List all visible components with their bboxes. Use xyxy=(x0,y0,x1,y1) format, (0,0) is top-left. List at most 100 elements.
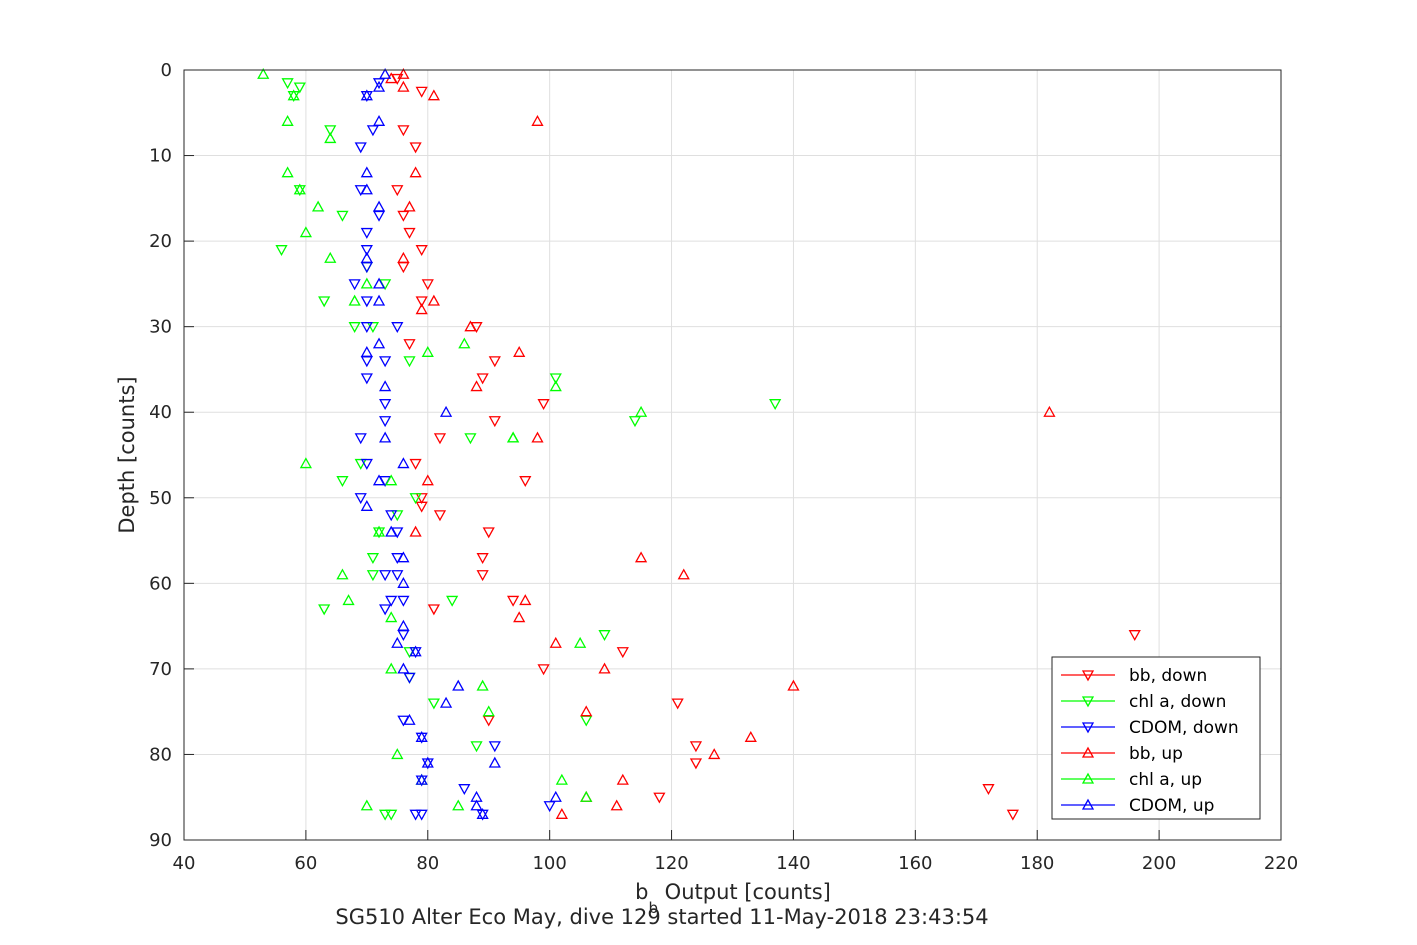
data-point xyxy=(379,67,392,79)
data-point xyxy=(379,356,392,368)
x-tick-label: 160 xyxy=(898,853,932,874)
data-point xyxy=(555,807,568,819)
data-point xyxy=(421,345,434,357)
data-point xyxy=(354,493,367,505)
data-point xyxy=(342,594,355,606)
data-point xyxy=(476,679,489,691)
data-point xyxy=(409,493,422,505)
data-point xyxy=(324,251,337,263)
data-point xyxy=(634,405,648,417)
data-point xyxy=(634,551,648,563)
data-point xyxy=(1043,405,1056,417)
data-point xyxy=(379,416,392,428)
y-tick-label: 10 xyxy=(149,146,172,167)
data-point xyxy=(372,114,386,126)
data-point xyxy=(470,380,483,392)
data-point xyxy=(293,183,306,195)
data-point xyxy=(397,125,410,137)
data-point xyxy=(1128,630,1141,642)
data-point xyxy=(281,166,294,178)
data-point xyxy=(299,226,312,238)
data-point xyxy=(476,570,489,582)
axis-ticks: 40 60 80 100 120 140 160 180 200 220 0 10 20 30 40 50 60… xyxy=(149,60,1298,874)
legend-label: chl a, up xyxy=(1129,770,1202,790)
data-point xyxy=(421,474,434,486)
legend-label: bb, up xyxy=(1129,744,1183,764)
data-point xyxy=(397,210,410,222)
data-point xyxy=(549,790,562,802)
y-tick-label: 80 xyxy=(149,744,172,765)
data-point xyxy=(397,576,410,588)
data-point xyxy=(403,200,416,212)
data-point xyxy=(787,679,800,691)
y-tick-label: 50 xyxy=(149,488,172,509)
legend-marker xyxy=(1081,746,1095,758)
data-markers xyxy=(257,67,1141,821)
data-point xyxy=(385,474,398,486)
data-point xyxy=(311,200,325,212)
data-point xyxy=(397,619,410,631)
data-point xyxy=(439,405,453,417)
data-point xyxy=(397,251,410,263)
data-point xyxy=(689,741,703,753)
x-tick-label: 140 xyxy=(776,853,810,874)
data-point xyxy=(415,303,428,315)
data-point xyxy=(281,114,294,126)
x-axis-label: bb Output [counts] xyxy=(635,880,831,917)
data-point xyxy=(403,713,416,725)
data-point xyxy=(598,630,611,642)
data-point xyxy=(452,679,465,691)
data-point xyxy=(360,166,373,178)
data-point xyxy=(348,294,361,306)
data-point xyxy=(366,322,380,334)
data-point xyxy=(372,525,386,537)
data-point xyxy=(470,741,483,753)
x-tick-label: 60 xyxy=(294,853,317,874)
data-point xyxy=(360,89,373,101)
data-point xyxy=(415,773,428,785)
data-point xyxy=(257,67,270,79)
data-point xyxy=(397,595,410,607)
data-point xyxy=(744,730,757,742)
data-point xyxy=(281,78,294,90)
legend-label: bb, down xyxy=(1129,666,1207,686)
x-axis-label-subscript: b xyxy=(648,899,658,917)
data-point xyxy=(379,809,392,821)
series-4 xyxy=(257,67,648,811)
legend-label: CDOM, down xyxy=(1129,718,1239,738)
legend-label: CDOM, up xyxy=(1129,796,1214,816)
data-point xyxy=(513,611,526,623)
data-point xyxy=(482,705,495,717)
data-point xyxy=(360,458,373,470)
y-tick-label: 70 xyxy=(149,659,172,680)
x-tick-label: 220 xyxy=(1264,853,1298,874)
data-point xyxy=(470,799,483,811)
legend-marker xyxy=(1081,696,1095,708)
data-point xyxy=(366,125,380,137)
data-point xyxy=(549,636,562,648)
data-point xyxy=(415,809,428,821)
data-point xyxy=(769,399,782,411)
data-point xyxy=(385,611,398,623)
data-point xyxy=(482,527,495,539)
data-point xyxy=(275,245,288,257)
data-point xyxy=(519,594,532,606)
data-point xyxy=(421,279,434,291)
grid xyxy=(183,69,1282,841)
data-point xyxy=(427,604,440,616)
data-point xyxy=(415,730,428,742)
data-point xyxy=(580,705,593,717)
legend-marker xyxy=(1081,798,1095,810)
data-point xyxy=(385,525,398,537)
data-point xyxy=(336,210,349,222)
legend-marker xyxy=(1081,772,1095,784)
data-point xyxy=(360,183,373,195)
data-point xyxy=(397,457,410,469)
data-point xyxy=(360,245,373,257)
data-point xyxy=(391,510,404,522)
data-point xyxy=(293,82,306,94)
series-5 xyxy=(360,67,562,819)
data-point xyxy=(391,748,404,760)
data-point xyxy=(616,773,629,785)
y-tick-label: 0 xyxy=(161,60,172,81)
